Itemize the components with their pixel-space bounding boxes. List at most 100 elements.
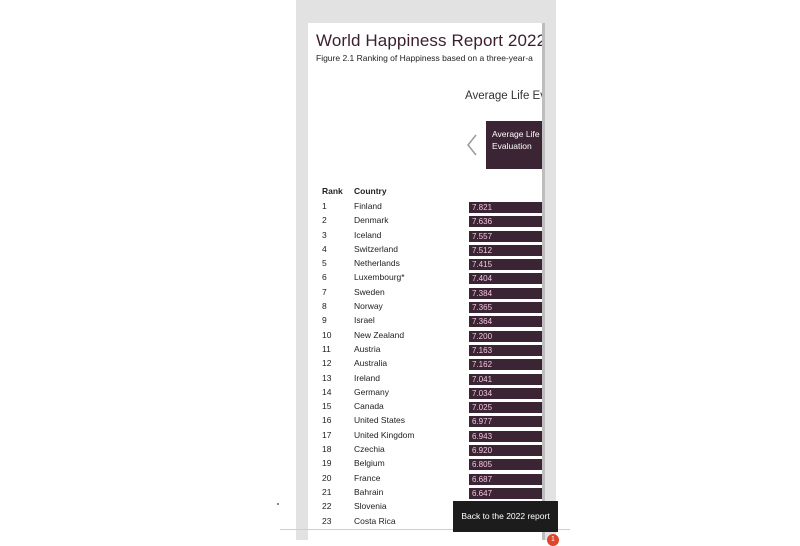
rank-cell: 5 (322, 258, 327, 269)
score-value: 7.364 (472, 317, 493, 327)
table-row: 10 New Zealand 7.200 (308, 329, 542, 343)
back-to-report-button[interactable]: Back to the 2022 report (453, 501, 558, 532)
score-value: 7.200 (472, 331, 493, 341)
country-cell: Finland (354, 201, 382, 211)
table-row: 3 Iceland 7.557 (308, 229, 542, 243)
country-cell: Sweden (354, 286, 385, 297)
score-bar[interactable]: 7.025 (469, 402, 542, 414)
score-value: 7.365 (472, 303, 493, 313)
ranking-table: 1 Finland 7.821 2 Denmark 7.636 3 Iceland 7.557 4… (308, 200, 542, 529)
score-bar[interactable]: 7.512 (469, 244, 542, 256)
country-cell: Belgium (354, 458, 385, 469)
country-cell: Iceland (354, 229, 382, 240)
rank-cell: 7 (322, 286, 327, 297)
rank-cell: 17 (322, 429, 332, 440)
country-cell: Costa Rica (354, 515, 396, 526)
scrollbar[interactable] (542, 23, 545, 540)
rank-cell: 16 (322, 415, 332, 426)
rank-cell: 10 (322, 329, 332, 340)
rank-cell: 1 (322, 201, 327, 211)
score-bar[interactable]: 7.163 (469, 344, 542, 356)
table-row: 6 Luxembourg* 7.404 (308, 271, 542, 285)
score-bar[interactable]: 6.805 (469, 459, 542, 471)
rank-column-header: Rank (322, 186, 343, 196)
country-cell: Denmark (354, 215, 389, 226)
table-row: 16 United States 6.977 (308, 414, 542, 428)
table-row: 7 Sweden 7.384 (308, 286, 542, 300)
rank-cell: 11 (322, 343, 331, 354)
table-row: 4 Switzerland 7.512 (308, 243, 542, 257)
score-bar[interactable]: 7.384 (469, 287, 542, 299)
rank-cell: 3 (322, 229, 327, 240)
table-row: 12 Australia 7.162 (308, 357, 542, 371)
score-bar[interactable]: 7.365 (469, 302, 542, 314)
rank-cell: 21 (322, 486, 332, 497)
country-cell: Israel (354, 315, 375, 326)
country-cell: Australia (354, 358, 388, 369)
rank-cell: 15 (322, 401, 332, 412)
score-value: 7.512 (472, 245, 493, 255)
score-value: 7.636 (472, 217, 493, 227)
country-cell: Slovenia (354, 501, 387, 512)
score-bar[interactable]: 7.821 (469, 202, 542, 213)
score-bar[interactable]: 6.943 (469, 430, 542, 442)
rank-cell: 14 (322, 386, 332, 397)
report-card: World Happiness Report 2022 Figure 2.1 R… (308, 23, 542, 540)
table-row: 14 Germany 7.034 (308, 386, 542, 400)
table-row: 15 Canada 7.025 (308, 400, 542, 414)
rank-cell: 4 (322, 243, 327, 254)
rank-cell: 6 (322, 272, 327, 283)
report-subtitle: Figure 2.1 Ranking of Happiness based on… (316, 53, 533, 63)
table-row: 8 Norway 7.365 (308, 300, 542, 314)
score-bar[interactable]: 7.041 (469, 373, 542, 385)
score-bar[interactable]: 6.687 (469, 473, 542, 485)
table-row: 9 Israel 7.364 (308, 314, 542, 328)
score-bar[interactable]: 7.162 (469, 359, 542, 371)
score-value: 7.404 (472, 274, 493, 284)
table-row: 19 Belgium 6.805 (308, 457, 542, 471)
score-value: 6.943 (472, 431, 493, 441)
score-bar[interactable]: 7.415 (469, 259, 542, 271)
country-cell: Austria (354, 343, 381, 354)
table-row: 17 United Kingdom 6.943 (308, 429, 542, 443)
metric-selector-button[interactable]: Average Life Evaluation (486, 121, 542, 169)
notification-badge[interactable]: 1 (547, 534, 559, 546)
chevron-left-icon[interactable] (466, 133, 478, 157)
rank-cell: 19 (322, 458, 332, 469)
country-cell: United Kingdom (354, 429, 415, 440)
country-column-header: Country (354, 186, 387, 196)
rank-cell: 22 (322, 501, 332, 512)
score-value: 6.647 (472, 488, 493, 498)
score-bar[interactable]: 7.404 (469, 273, 542, 285)
score-bar[interactable]: 6.647 (469, 487, 542, 499)
score-value: 7.557 (472, 231, 493, 241)
table-row: 21 Bahrain 6.647 (308, 486, 542, 500)
score-bar[interactable]: 7.364 (469, 316, 542, 328)
score-bar[interactable]: 7.034 (469, 387, 542, 399)
rank-cell: 20 (322, 472, 332, 483)
score-value: 6.977 (472, 417, 493, 427)
score-bar[interactable]: 7.200 (469, 330, 542, 342)
country-cell: United States (354, 415, 406, 426)
country-cell: France (354, 472, 381, 483)
country-cell: Norway (354, 301, 383, 312)
rank-cell: 8 (322, 301, 327, 312)
score-value: 6.920 (472, 446, 493, 456)
country-cell: Czechia (354, 444, 385, 455)
score-value: 6.805 (472, 460, 493, 470)
country-cell: Luxembourg* (354, 272, 405, 283)
score-bar[interactable]: 6.977 (469, 416, 542, 428)
metric-heading: Average Life Ev (465, 90, 542, 102)
score-bar[interactable]: 7.636 (469, 216, 542, 228)
score-value: 7.163 (472, 345, 493, 355)
stray-mark (277, 503, 279, 505)
score-bar[interactable]: 7.557 (469, 230, 542, 242)
divider (280, 529, 570, 530)
score-value: 7.415 (472, 260, 493, 270)
rank-cell: 12 (322, 358, 332, 369)
country-cell: Netherlands (354, 258, 400, 269)
score-bar[interactable]: 6.920 (469, 445, 542, 457)
table-row: 13 Ireland 7.041 (308, 372, 542, 386)
country-cell: Ireland (354, 372, 380, 383)
country-cell: Bahrain (354, 486, 384, 497)
